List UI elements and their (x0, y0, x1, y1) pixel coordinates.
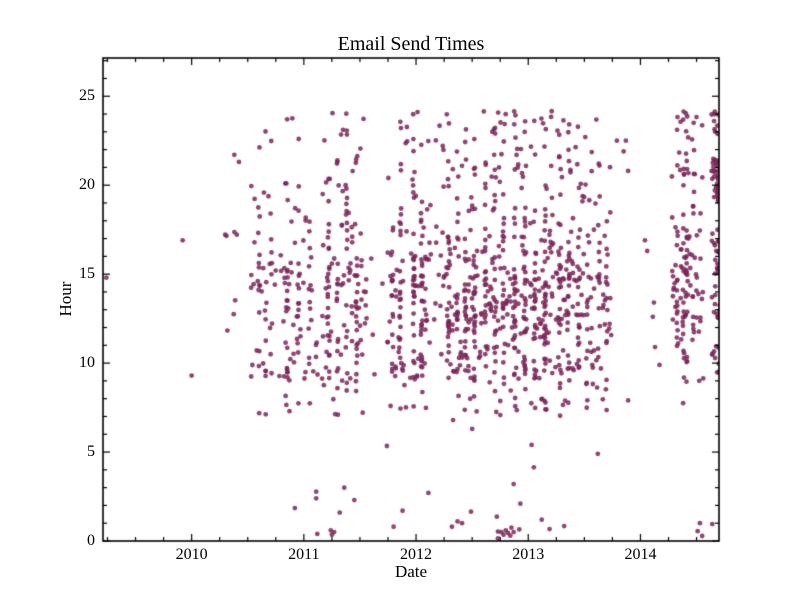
y-tick-label: 20 (79, 176, 95, 194)
y-tick-label: 10 (79, 354, 95, 372)
y-axis-label: Hour (56, 281, 75, 317)
x-tick-label: 2010 (175, 546, 208, 563)
x-tick-label: 2011 (288, 546, 320, 563)
x-tick-label: 2014 (624, 546, 657, 563)
x-tick-label: 2013 (512, 546, 545, 563)
x-tick-label: 2012 (400, 546, 433, 563)
y-tick-label: 5 (87, 443, 95, 461)
x-axis-label: Date (394, 562, 428, 581)
chart-title: Email Send Times (337, 33, 485, 55)
y-tick-label: 15 (79, 265, 95, 283)
y-tick-label: 25 (79, 87, 95, 105)
y-tick-label: 0 (87, 532, 95, 549)
